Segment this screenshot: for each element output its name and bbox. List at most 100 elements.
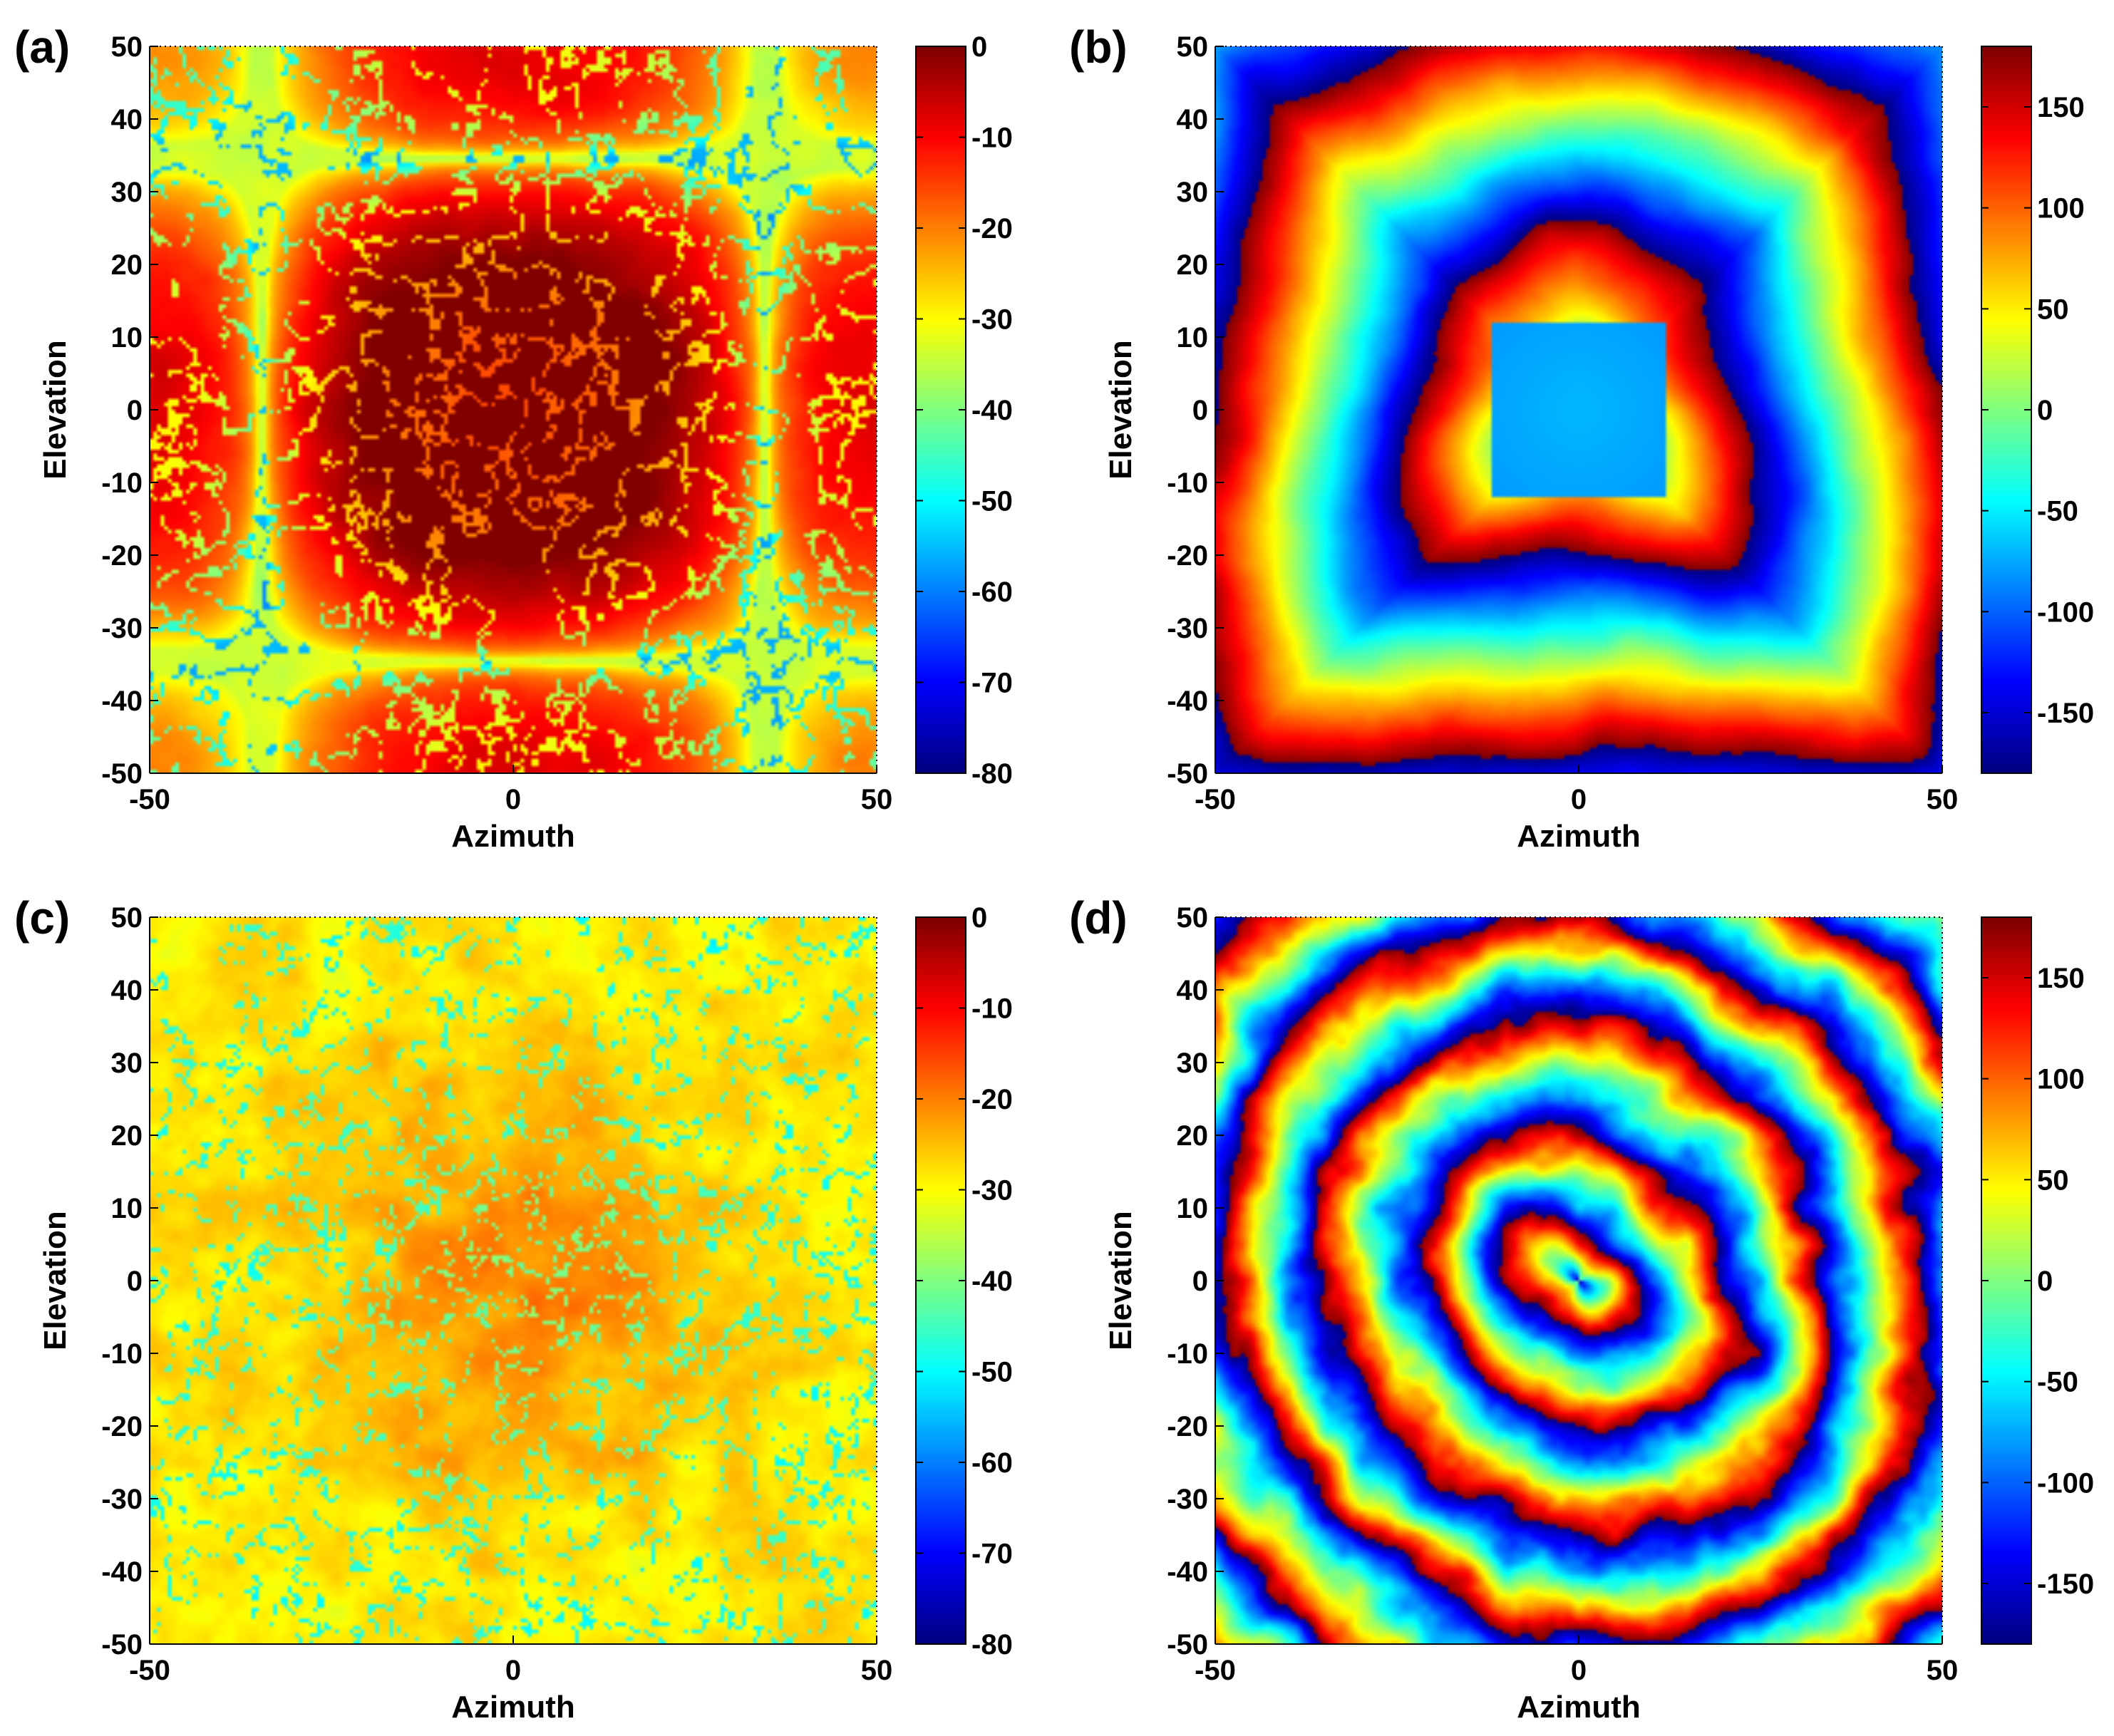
y-tick-label: -20 [1167,1411,1208,1442]
colorbar-tick-label: -10 [971,123,1013,154]
y-tick-label: 30 [1177,177,1209,208]
colorbar: 0 -10 -20 -30 -40 -50 -60 -70 -80 [915,902,1013,1660]
colorbar-tick-label: -50 [2037,1367,2078,1398]
y-tick-label: -40 [101,1556,143,1588]
colorbar-tick-label: -80 [971,758,1013,790]
y-tick-label: 30 [1177,1048,1209,1079]
y-tick-label: -30 [101,1484,143,1515]
colorbar-gradient [916,46,966,773]
y-tick-label: -50 [1167,1629,1208,1660]
x-axis-label: Azimuth [451,1690,575,1725]
x-axis-label: Azimuth [1517,1690,1641,1725]
colorbar-tick-label: -150 [2037,698,2094,729]
x-tick-label: -50 [1195,1655,1236,1686]
colorbar-tick-label: -150 [2037,1569,2094,1600]
panel-label: (c) [14,892,70,944]
colorbar: 150 100 50 0 -50 -100 -150 [1981,916,2094,1645]
y-tick-label: 40 [111,104,143,135]
colorbar-tick-label: -60 [971,577,1013,608]
colorbar-tick-label: -40 [971,1266,1013,1297]
y-tick-label: -10 [1167,1338,1208,1370]
y-tick-label: 30 [111,177,143,208]
colorbar: 150 100 50 0 -50 -100 -150 [1981,46,2094,774]
x-tick-label: 50 [1927,1655,1959,1686]
y-axis-label: Elevation [1103,1211,1138,1350]
colorbar-tick-label: 150 [2037,92,2085,123]
y-tick-label: -30 [101,613,143,644]
y-tick-label: 50 [1177,31,1209,63]
y-tick-label: 40 [111,975,143,1006]
y-tick-label: -40 [101,686,143,717]
y-tick-label: 0 [1192,395,1208,426]
x-tick-label: 0 [1571,1655,1587,1686]
y-tick-label: -10 [1167,467,1208,499]
colorbar-tick-label: 150 [2037,963,2085,994]
x-tick-label: 0 [505,784,521,815]
y-tick-label: 0 [127,1266,143,1297]
y-tick-label: 0 [1192,1266,1208,1297]
x-tick-label: 50 [1927,784,1959,815]
colorbar-tick-label: 0 [2037,1266,2053,1297]
colorbar-tick-label: -70 [971,1539,1013,1570]
y-tick-label: -20 [101,1411,143,1442]
x-tick-label: 0 [1571,784,1587,815]
x-tick-label: 0 [505,1655,521,1686]
colorbar-tick-label: 0 [971,902,987,934]
x-axis-label: Azimuth [451,819,575,854]
colorbar-tick-label: -70 [971,668,1013,699]
colorbar-tick-label: -20 [971,213,1013,244]
colorbar-tick-label: -30 [971,304,1013,336]
colorbar-tick-label: 0 [2037,395,2053,426]
y-axis-label: Elevation [38,340,73,480]
panel-label: (d) [1069,892,1128,944]
y-tick-label: -30 [1167,613,1208,644]
colorbar-tick-label: -30 [971,1175,1013,1207]
y-tick-label: -40 [1167,1556,1208,1588]
y-tick-label: 50 [111,31,143,63]
y-tick-label: 50 [111,902,143,934]
y-tick-label: -40 [1167,686,1208,717]
x-tick-label: -50 [1195,784,1236,815]
colorbar-tick-label: -40 [971,395,1013,426]
colorbar-tick-label: 100 [2037,193,2085,224]
panel-1: 50 40 30 20 100 -10 -20 -30 -40 -50 -50 0 50 Azimuth E… [1069,21,2094,854]
colorbar-gradient [916,917,966,1644]
colorbar-tick-label: 0 [971,31,987,63]
y-tick-label: 20 [1177,1120,1209,1152]
colorbar-tick-label: -100 [2037,596,2094,628]
colorbar-tick-label: -20 [971,1084,1013,1115]
y-tick-label: 20 [1177,249,1209,281]
heatmap-image [1215,917,1942,1644]
x-tick-label: -50 [129,1655,170,1686]
y-tick-label: -50 [101,1629,143,1660]
y-tick-label: 10 [111,1193,143,1224]
colorbar-tick-label: 100 [2037,1064,2085,1095]
x-tick-label: 50 [861,1655,893,1686]
heatmap-image [150,917,877,1644]
y-tick-label: -50 [101,758,143,790]
y-tick-label: -20 [101,540,143,572]
y-tick-label: 20 [111,249,143,281]
colorbar-tick-label: 50 [2037,1164,2069,1196]
y-tick-label: -20 [1167,540,1208,572]
y-tick-label: 40 [1177,104,1209,135]
y-tick-label: -10 [101,467,143,499]
y-tick-label: 30 [111,1048,143,1079]
y-tick-label: 20 [111,1120,143,1152]
colorbar-tick-label: -50 [971,1357,1013,1388]
x-axis-label: Azimuth [1517,819,1641,854]
colorbar-tick-label: -50 [2037,496,2078,527]
colorbar-tick-label: -80 [971,1629,1013,1660]
colorbar-gradient [1981,46,2031,773]
x-tick-label: 50 [861,784,893,815]
colorbar-tick-label: 50 [2037,294,2069,325]
y-axis-label: Elevation [1103,340,1138,480]
y-tick-label: 10 [111,322,143,353]
colorbar-tick-label: -100 [2037,1467,2094,1499]
colorbar-gradient [1981,917,2031,1644]
panel-label: (b) [1069,21,1128,73]
panel-label: (a) [14,21,70,73]
